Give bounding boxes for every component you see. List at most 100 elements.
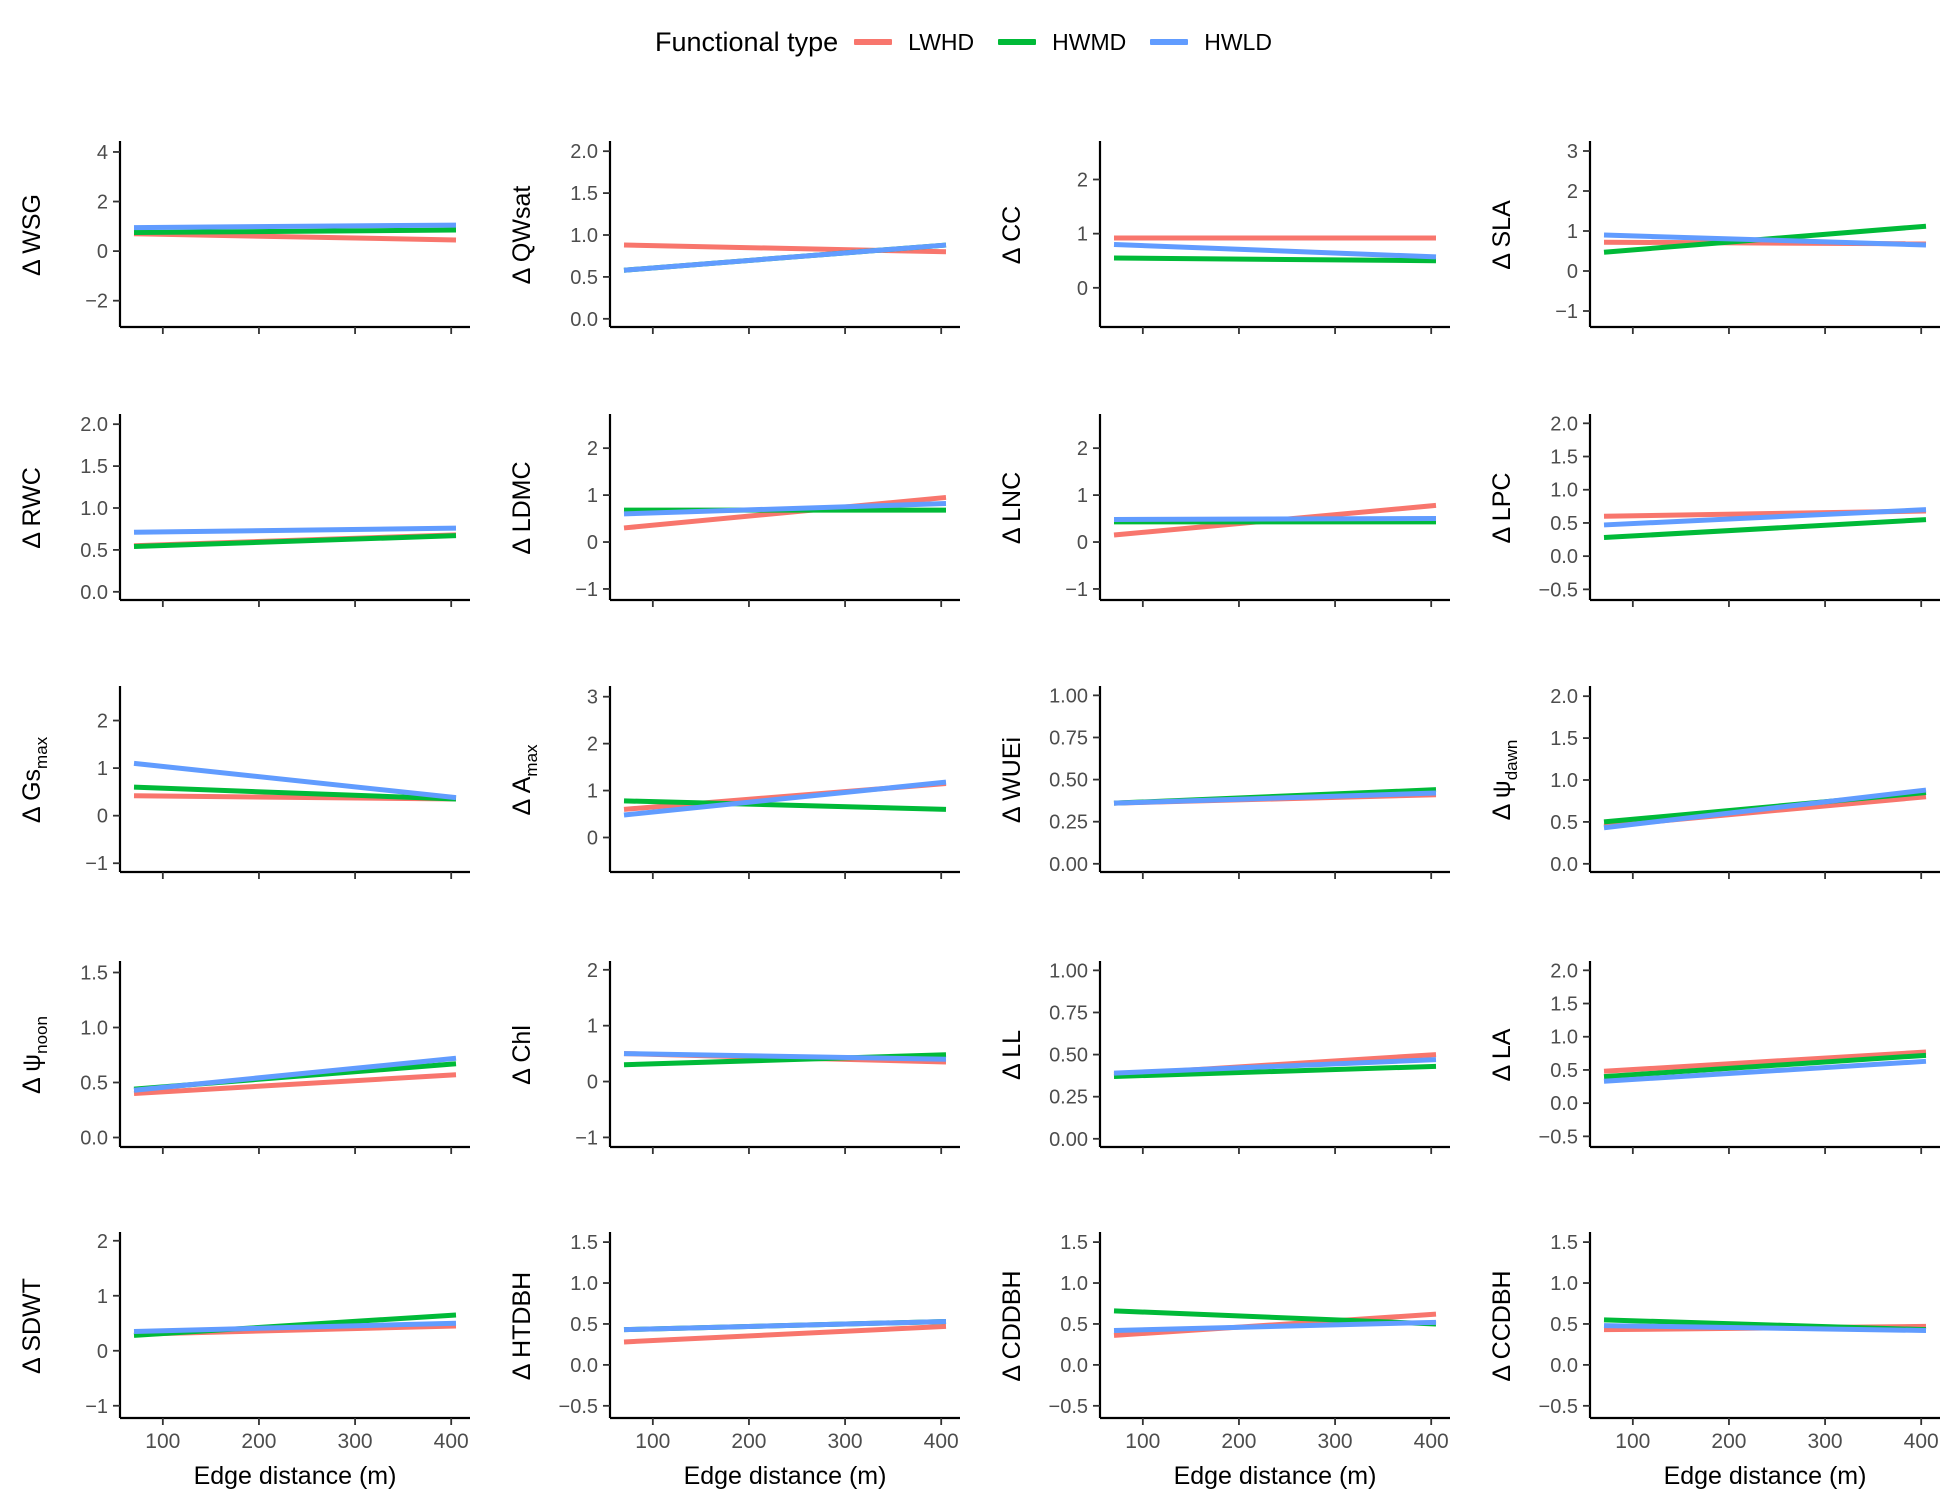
x-tick-label: 200 <box>241 1430 276 1453</box>
x-axis-title: Edge distance (m) <box>1664 1462 1867 1490</box>
y-tick-label: 0.5 <box>80 1073 108 1095</box>
y-tick-label: −0.5 <box>1539 1396 1578 1418</box>
x-axis-title: Edge distance (m) <box>1174 1462 1377 1490</box>
y-tick-label: 2 <box>587 960 598 982</box>
y-tick-label: 0 <box>1077 532 1088 554</box>
y-tick-label: 1.00 <box>1049 685 1088 707</box>
y-tick-label: 0.00 <box>1049 854 1088 876</box>
y-tick-label: 0 <box>97 1341 108 1363</box>
y-tick-label: 0 <box>97 241 108 263</box>
legend-item-hwld: HWLD <box>1150 29 1272 56</box>
panel-ldmc: −1 0 1 2 Δ LDMC <box>508 414 960 607</box>
y-axis-title: Δ LL <box>998 1030 1026 1080</box>
y-axis-title: Δ SLA <box>1488 200 1516 270</box>
series-line-hwmd <box>1113 255 1437 264</box>
series-line-hwld <box>1603 232 1927 248</box>
y-tick-label: 1.0 <box>1060 1273 1088 1295</box>
y-axis-title: Δ LA <box>1488 1028 1516 1081</box>
y-tick-label: −1 <box>575 579 598 601</box>
x-tick-label: 200 <box>1711 1430 1746 1453</box>
y-tick-label: 0.75 <box>1049 1002 1088 1024</box>
legend-label-lwhd: LWHD <box>908 28 975 55</box>
y-tick-label: 1.0 <box>80 1018 108 1040</box>
panel-ψ-dawn: 0.0 0.5 1.0 1.5 2.0 Δ ψdawn <box>1488 686 1940 879</box>
y-tick-label: 1.5 <box>1550 728 1578 750</box>
y-axis-title: Δ ψnoon <box>18 1016 51 1094</box>
panel-sla: −1 0 1 2 3 Δ SLA <box>1488 141 1940 334</box>
series-line-hwld <box>1113 1057 1437 1076</box>
y-axis-title: Δ RWC <box>18 467 46 549</box>
y-tick-label: 0.5 <box>1550 1060 1578 1082</box>
y-tick-label: 1.5 <box>570 1232 598 1254</box>
y-tick-label: −1 <box>1555 301 1578 323</box>
series-line-hwld <box>623 1318 947 1333</box>
x-axis-title: Edge distance (m) <box>684 1462 887 1490</box>
y-axis-title: Δ Gsmax <box>18 736 51 823</box>
panel-cc: 0 1 2 Δ CC <box>998 141 1450 334</box>
series-line-hwmd <box>133 227 457 236</box>
y-tick-label: 1.5 <box>570 183 598 205</box>
series-line-hwmd <box>1113 1063 1437 1079</box>
y-tick-label: 1 <box>1077 224 1088 246</box>
y-tick-label: −0.5 <box>1539 579 1578 601</box>
y-axis-title: Δ LNC <box>998 472 1026 544</box>
y-tick-label: 2 <box>587 734 598 756</box>
series-line-hwld <box>1113 790 1437 806</box>
y-tick-label: 0.0 <box>1550 854 1578 876</box>
y-tick-label: 2 <box>1077 438 1088 460</box>
y-tick-label: 1.5 <box>1550 1232 1578 1254</box>
legend: Functional type LWHD HWMD HWLD <box>0 22 1951 62</box>
y-tick-label: −1 <box>85 1396 108 1418</box>
y-tick-label: 1 <box>1567 221 1578 243</box>
y-tick-label: 1.0 <box>80 498 108 520</box>
series-line-hwld <box>623 501 947 517</box>
y-tick-label: 0.0 <box>1550 546 1578 568</box>
y-tick-label: 0 <box>97 806 108 828</box>
x-tick-label: 100 <box>1125 1430 1160 1453</box>
y-tick-label: 1 <box>1077 485 1088 507</box>
y-tick-label: 1.0 <box>1550 1027 1578 1049</box>
panel-cddbh: −0.5 0.0 0.5 1.0 1.5 100 200 300 400 Edge distanc… <box>998 1232 1450 1490</box>
y-tick-label: 2 <box>1077 169 1088 191</box>
panel-qwsat: 0.0 0.5 1.0 1.5 2.0 Δ QWsat <box>508 141 960 334</box>
y-tick-label: 1.5 <box>80 963 108 985</box>
y-tick-label: 1.5 <box>1060 1232 1088 1254</box>
legend-key-hwld <box>1150 39 1189 45</box>
series-line-hwmd <box>1603 1052 1927 1080</box>
y-tick-label: 1.0 <box>570 225 598 247</box>
series-line-hwld <box>133 525 457 535</box>
y-axis-title: Δ SDWT <box>18 1278 46 1374</box>
y-tick-label: 0 <box>587 1072 598 1094</box>
x-tick-label: 100 <box>1615 1430 1650 1453</box>
panel-ψ-noon: 0.0 0.5 1.0 1.5 Δ ψnoon <box>18 961 470 1154</box>
y-tick-label: 0.25 <box>1049 812 1088 834</box>
y-tick-label: 1.5 <box>80 456 108 478</box>
x-axis-title: Edge distance (m) <box>194 1462 397 1490</box>
series-line-hwld <box>623 242 947 273</box>
panel-wuei: 0.00 0.25 0.50 0.75 1.00 Δ WUEi <box>998 685 1450 879</box>
y-tick-label: 0 <box>587 532 598 554</box>
y-tick-label: 3 <box>587 687 598 709</box>
y-axis-title: Δ LDMC <box>508 461 536 554</box>
series-line-hwld <box>133 222 457 231</box>
y-axis-title: Δ CCDBH <box>1488 1270 1516 1381</box>
y-tick-label: −1 <box>85 853 108 875</box>
y-tick-label: 0.0 <box>1550 1355 1578 1377</box>
panel-htdbh: −0.5 0.0 0.5 1.0 1.5 100 200 300 400 Edge distanc… <box>508 1232 960 1490</box>
y-tick-label: 1.0 <box>1550 480 1578 502</box>
y-tick-label: −1 <box>1065 579 1088 601</box>
series-line-hwld <box>1603 1058 1927 1084</box>
panel-rwc: 0.0 0.5 1.0 1.5 2.0 Δ RWC <box>18 414 470 607</box>
legend-item-lwhd: LWHD <box>854 29 974 56</box>
y-tick-label: 0.00 <box>1049 1129 1088 1151</box>
legend-key-hwmd <box>998 39 1037 45</box>
panel-chl: −1 0 1 2 Δ Chl <box>508 960 960 1154</box>
y-tick-label: −0.5 <box>1539 1126 1578 1148</box>
y-tick-label: 0.25 <box>1049 1087 1088 1109</box>
y-tick-label: 2 <box>1567 181 1578 203</box>
y-tick-label: 0 <box>1567 261 1578 283</box>
legend-key-lwhd <box>854 39 893 45</box>
y-tick-label: 2.0 <box>1550 960 1578 982</box>
x-tick-label: 100 <box>635 1430 670 1453</box>
